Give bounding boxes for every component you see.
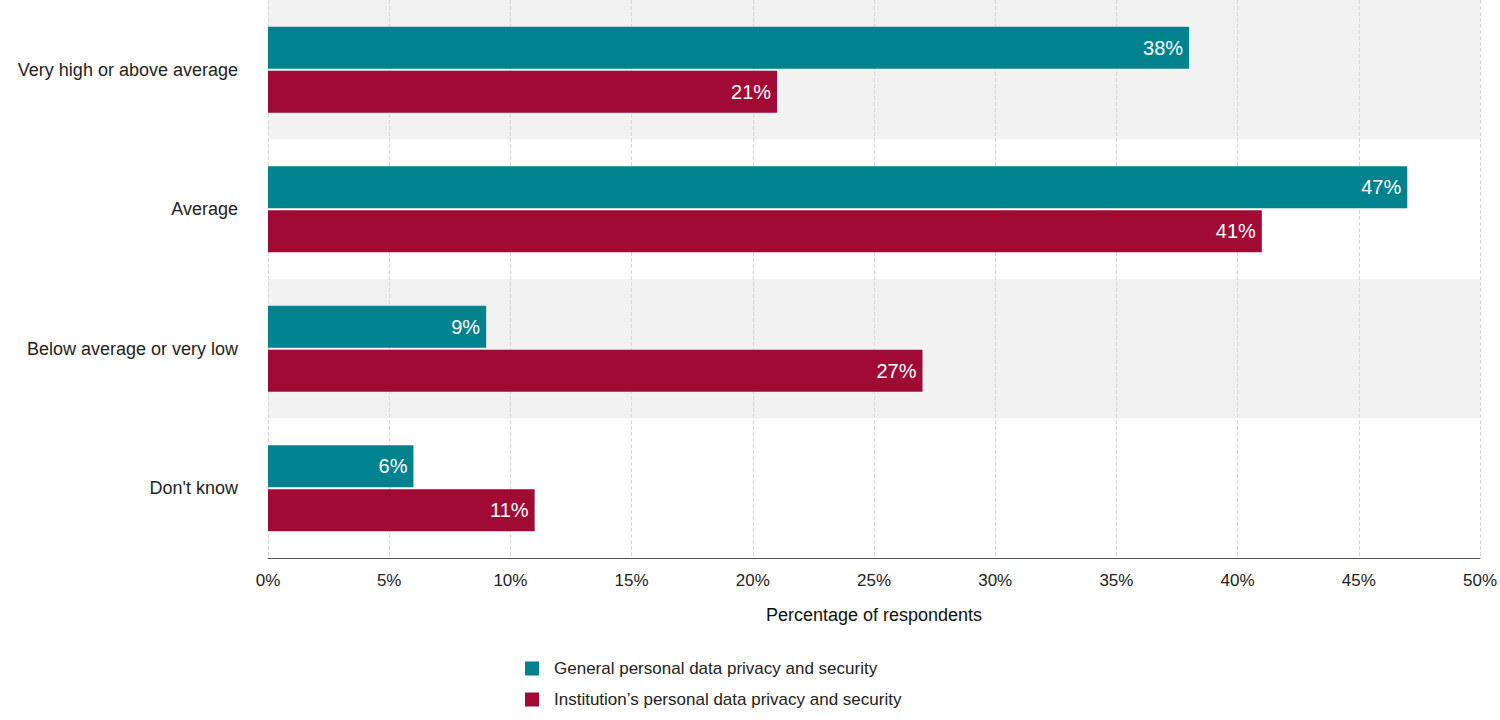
svg-text:47%: 47% <box>1361 176 1401 198</box>
svg-text:27%: 27% <box>876 360 916 382</box>
svg-text:35%: 35% <box>1099 571 1133 590</box>
svg-text:6%: 6% <box>379 455 408 477</box>
svg-text:15%: 15% <box>615 571 649 590</box>
svg-text:40%: 40% <box>1221 571 1255 590</box>
svg-text:Institution’s personal data pr: Institution’s personal data privacy and … <box>554 690 902 709</box>
svg-text:Average: Average <box>171 199 238 219</box>
svg-text:38%: 38% <box>1143 37 1183 59</box>
svg-text:Below average or very low: Below average or very low <box>27 339 239 359</box>
svg-text:10%: 10% <box>493 571 527 590</box>
svg-text:Don't know: Don't know <box>150 478 239 498</box>
svg-text:General personal data privacy: General personal data privacy and securi… <box>554 659 878 678</box>
svg-text:30%: 30% <box>978 571 1012 590</box>
svg-text:5%: 5% <box>377 571 402 590</box>
svg-text:41%: 41% <box>1216 220 1256 242</box>
svg-text:50%: 50% <box>1463 571 1497 590</box>
svg-text:25%: 25% <box>857 571 891 590</box>
svg-text:11%: 11% <box>490 499 529 521</box>
svg-text:45%: 45% <box>1342 571 1376 590</box>
svg-text:20%: 20% <box>736 571 770 590</box>
svg-text:Percentage of respondents: Percentage of respondents <box>766 605 982 625</box>
svg-text:Very high or above average: Very high or above average <box>18 60 238 80</box>
svg-text:0%: 0% <box>256 571 281 590</box>
svg-text:21%: 21% <box>731 81 771 103</box>
svg-text:9%: 9% <box>451 316 480 338</box>
